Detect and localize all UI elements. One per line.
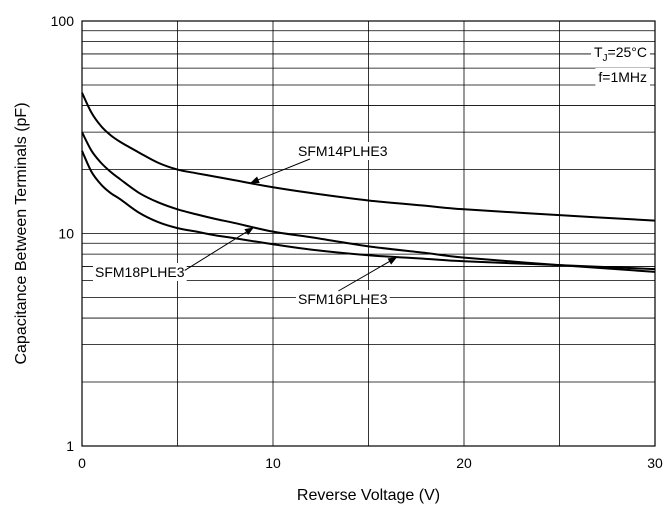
- annotation-bg-16: [296, 290, 390, 308]
- x-tick-label: 10: [265, 455, 281, 471]
- grid: [82, 21, 655, 446]
- sfm18-arrowhead: [244, 227, 254, 236]
- series-line-sfm14plhe3: [81, 92, 656, 222]
- series-group: [81, 92, 656, 273]
- annotation-bg-14: [296, 142, 390, 160]
- x-tick-label: 0: [78, 455, 86, 471]
- condition-freq-bg: [595, 68, 650, 86]
- plot-frame: [81, 20, 656, 447]
- sfm14-leader: [249, 158, 311, 184]
- tick-labels: 0 10 20 30 1 10 100: [51, 13, 663, 471]
- y-axis-title: Capacitance Between Terminals (pF): [13, 102, 30, 364]
- y-tick-label: 1: [66, 438, 74, 454]
- x-tick-label: 30: [647, 455, 663, 471]
- condition-frequency: f=1MHz: [598, 69, 647, 85]
- x-axis-title: Reverse Voltage (V): [297, 487, 440, 504]
- annotation-sfm16: SFM16PLHE3: [298, 291, 388, 307]
- sfm18-leader: [184, 226, 255, 271]
- series-line-sfm18plhe3: [81, 131, 656, 273]
- series-line-sfm16plhe3: [81, 150, 656, 271]
- annotation-sfm18: SFM18PLHE3: [95, 264, 185, 280]
- sfm16-leader: [338, 256, 398, 292]
- annotation-sfm14: SFM14PLHE3: [298, 143, 388, 159]
- condition-tj: TJ=25°C: [594, 44, 647, 64]
- y-tick-label: 100: [51, 13, 75, 29]
- sfm16-arrowhead: [387, 257, 398, 265]
- y-tick-label: 10: [58, 226, 74, 242]
- condition-tj-bg: [590, 43, 650, 65]
- x-tick-label: 20: [456, 455, 472, 471]
- annotation-bg-18: [93, 263, 187, 281]
- annotations: SFM14PLHE3 SFM18PLHE3 SFM16PLHE3: [93, 142, 398, 308]
- sfm14-arrowhead: [250, 176, 260, 184]
